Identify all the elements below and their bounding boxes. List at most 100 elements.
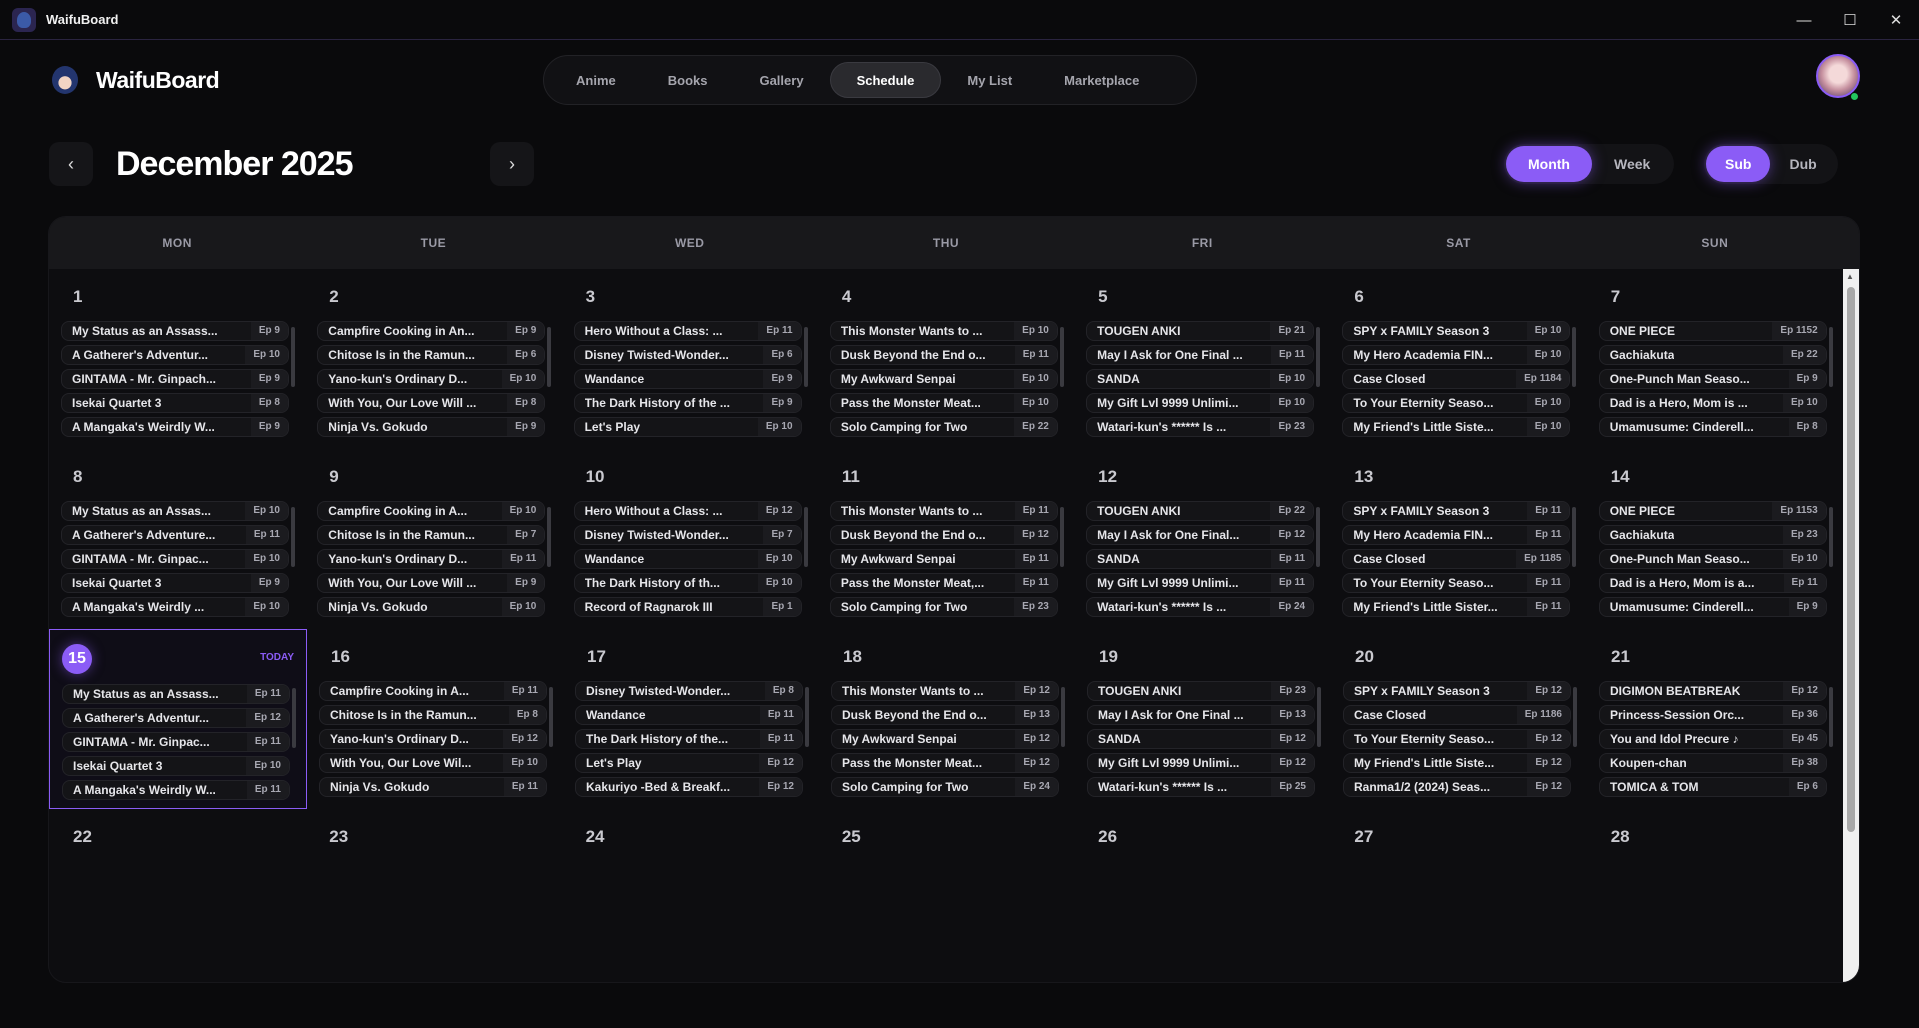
episode-item[interactable]: DIGIMON BEATBREAK Ep 12 (1599, 681, 1827, 701)
episode-item[interactable]: Isekai Quartet 3 Ep 10 (62, 756, 290, 776)
episode-item[interactable]: Dusk Beyond the End o... Ep 12 (829, 525, 1058, 545)
episode-item[interactable]: Umamusume: Cinderell... Ep 8 (1598, 417, 1827, 437)
day-cell[interactable]: 27 (1330, 809, 1586, 982)
episode-item[interactable]: Solo Camping for Two Ep 23 (829, 597, 1058, 617)
episode-item[interactable]: Wandance Ep 11 (575, 705, 803, 725)
episode-item[interactable]: Watari-kun's ****** Is ... Ep 25 (1087, 777, 1315, 797)
brand-logo[interactable]: WaifuBoard (52, 66, 220, 94)
episode-item[interactable]: SANDA Ep 12 (1087, 729, 1315, 749)
episode-item[interactable]: Kakuriyo -Bed & Breakf... Ep 12 (575, 777, 803, 797)
cell-scrollbar[interactable] (803, 327, 808, 387)
episode-item[interactable]: ONE PIECE Ep 1153 (1598, 501, 1827, 521)
episode-item[interactable]: GINTAMA - Mr. Ginpac... Ep 11 (62, 732, 290, 752)
episode-item[interactable]: My Status as an Assass... Ep 11 (62, 684, 290, 704)
cell-scrollbar[interactable] (803, 507, 808, 567)
day-cell[interactable]: 7 ONE PIECE Ep 1152 Gachiakuta Ep 22 One… (1587, 269, 1843, 449)
episode-item[interactable]: My Friend's Little Siste... Ep 10 (1342, 417, 1571, 437)
episode-item[interactable]: This Monster Wants to ... Ep 12 (831, 681, 1059, 701)
day-cell[interactable]: 18 This Monster Wants to ... Ep 12 Dusk … (819, 629, 1075, 809)
episode-item[interactable]: Dad is a Hero, Mom is a... Ep 11 (1598, 573, 1827, 593)
prev-month-button[interactable]: ‹ (49, 142, 93, 186)
day-cell[interactable]: 12 TOUGEN ANKI Ep 22 May I Ask for One F… (1074, 449, 1330, 629)
episode-item[interactable]: Disney Twisted-Wonder... Ep 6 (573, 345, 802, 365)
episode-item[interactable]: Hero Without a Class: ... Ep 11 (573, 321, 802, 341)
episode-item[interactable]: Case Closed Ep 1185 (1342, 549, 1571, 569)
cell-scrollbar[interactable] (1059, 327, 1064, 387)
episode-item[interactable]: TOUGEN ANKI Ep 23 (1087, 681, 1315, 701)
episode-item[interactable]: Dad is a Hero, Mom is ... Ep 10 (1598, 393, 1827, 413)
day-cell[interactable]: 2 Campfire Cooking in An... Ep 9 Chitose… (305, 269, 561, 449)
episode-item[interactable]: My Gift Lvl 9999 Unlimi... Ep 12 (1087, 753, 1315, 773)
day-cell[interactable]: 22 (49, 809, 305, 982)
episode-item[interactable]: SPY x FAMILY Season 3 Ep 10 (1342, 321, 1571, 341)
day-cell[interactable]: 17 Disney Twisted-Wonder... Ep 8 Wandanc… (563, 629, 819, 809)
episode-item[interactable]: The Dark History of th... Ep 10 (573, 573, 802, 593)
episode-item[interactable]: Campfire Cooking in A... Ep 11 (319, 681, 547, 701)
cell-scrollbar[interactable] (547, 507, 552, 567)
episode-item[interactable]: Pass the Monster Meat... Ep 12 (831, 753, 1059, 773)
month-view-button[interactable]: Month (1506, 146, 1592, 182)
scrollbar-thumb[interactable] (1847, 287, 1855, 832)
episode-item[interactable]: Isekai Quartet 3 Ep 8 (61, 393, 289, 413)
nav-marketplace[interactable]: Marketplace (1064, 72, 1140, 88)
nav-books[interactable]: Books (667, 72, 708, 88)
nav-anime[interactable]: Anime (576, 72, 616, 88)
dub-button[interactable]: Dub (1789, 156, 1817, 172)
episode-item[interactable]: Let's Play Ep 10 (573, 417, 802, 437)
episode-item[interactable]: Solo Camping for Two Ep 22 (829, 417, 1058, 437)
episode-item[interactable]: A Gatherer's Adventur... Ep 12 (62, 708, 290, 728)
nav-gallery[interactable]: Gallery (759, 72, 804, 88)
episode-item[interactable]: SANDA Ep 10 (1086, 369, 1315, 389)
scroll-up-icon[interactable]: ▲ (1846, 272, 1854, 281)
episode-item[interactable]: Wandance Ep 9 (573, 369, 802, 389)
episode-item[interactable]: Campfire Cooking in A... Ep 10 (317, 501, 546, 521)
day-cell[interactable]: 5 TOUGEN ANKI Ep 21 May I Ask for One Fi… (1074, 269, 1330, 449)
episode-item[interactable]: Koupen-chan Ep 38 (1599, 753, 1827, 773)
day-cell[interactable]: 25 (818, 809, 1074, 982)
day-cell[interactable]: 26 (1074, 809, 1330, 982)
sub-button[interactable]: Sub (1706, 146, 1771, 182)
cell-scrollbar[interactable] (1059, 507, 1064, 567)
cell-scrollbar[interactable] (1061, 687, 1065, 747)
episode-item[interactable]: GINTAMA - Mr. Ginpach... Ep 9 (61, 369, 289, 389)
episode-item[interactable]: Campfire Cooking in An... Ep 9 (317, 321, 546, 341)
episode-item[interactable]: Chitose Is in the Ramun... Ep 7 (317, 525, 546, 545)
episode-item[interactable]: My Status as an Assas... Ep 10 (61, 501, 289, 521)
episode-item[interactable]: With You, Our Love Will ... Ep 9 (317, 573, 546, 593)
day-cell[interactable]: 16 Campfire Cooking in A... Ep 11 Chitos… (307, 629, 563, 809)
episode-item[interactable]: Chitose Is in the Ramun... Ep 8 (319, 705, 547, 725)
day-cell[interactable]: 1 My Status as an Assass... Ep 9 A Gathe… (49, 269, 305, 449)
episode-item[interactable]: This Monster Wants to ... Ep 11 (829, 501, 1058, 521)
day-cell-today[interactable]: 15 TODAY My Status as an Assass... Ep 11 … (49, 629, 307, 809)
episode-item[interactable]: A Gatherer's Adventure... Ep 11 (61, 525, 289, 545)
episode-item[interactable]: Yano-kun's Ordinary D... Ep 11 (317, 549, 546, 569)
episode-item[interactable]: Solo Camping for Two Ep 24 (831, 777, 1059, 797)
episode-item[interactable]: Ninja Vs. Gokudo Ep 11 (319, 777, 547, 797)
episode-item[interactable]: One-Punch Man Seaso... Ep 10 (1598, 549, 1827, 569)
episode-item[interactable]: A Gatherer's Adventur... Ep 10 (61, 345, 289, 365)
episode-item[interactable]: A Mangaka's Weirdly ... Ep 10 (61, 597, 289, 617)
episode-item[interactable]: The Dark History of the... Ep 11 (575, 729, 803, 749)
episode-item[interactable]: Ranma1/2 (2024) Seas... Ep 12 (1343, 777, 1571, 797)
episode-item[interactable]: You and Idol Precure ♪ Ep 45 (1599, 729, 1827, 749)
nav-schedule[interactable]: Schedule (829, 62, 942, 98)
episode-item[interactable]: GINTAMA - Mr. Ginpac... Ep 10 (61, 549, 289, 569)
day-cell[interactable]: 11 This Monster Wants to ... Ep 11 Dusk … (818, 449, 1074, 629)
episode-item[interactable]: My Friend's Little Sister... Ep 11 (1342, 597, 1571, 617)
episode-item[interactable]: Ninja Vs. Gokudo Ep 10 (317, 597, 546, 617)
day-cell[interactable]: 10 Hero Without a Class: ... Ep 12 Disne… (562, 449, 818, 629)
episode-item[interactable]: A Mangaka's Weirdly W... Ep 11 (62, 780, 290, 800)
day-cell[interactable]: 8 My Status as an Assas... Ep 10 A Gathe… (49, 449, 305, 629)
minimize-icon[interactable]: — (1796, 11, 1812, 29)
episode-item[interactable]: Hero Without a Class: ... Ep 12 (573, 501, 802, 521)
cell-scrollbar[interactable] (1829, 687, 1833, 747)
episode-item[interactable]: SPY x FAMILY Season 3 Ep 11 (1342, 501, 1571, 521)
episode-item[interactable]: Chitose Is in the Ramun... Ep 6 (317, 345, 546, 365)
episode-item[interactable]: Record of Ragnarok III Ep 1 (573, 597, 802, 617)
episode-item[interactable]: Disney Twisted-Wonder... Ep 7 (573, 525, 802, 545)
cell-scrollbar[interactable] (805, 687, 809, 747)
episode-item[interactable]: Umamusume: Cinderell... Ep 9 (1598, 597, 1827, 617)
cell-scrollbar[interactable] (1828, 507, 1833, 567)
episode-item[interactable]: My Gift Lvl 9999 Unlimi... Ep 10 (1086, 393, 1315, 413)
cell-scrollbar[interactable] (1316, 507, 1321, 567)
